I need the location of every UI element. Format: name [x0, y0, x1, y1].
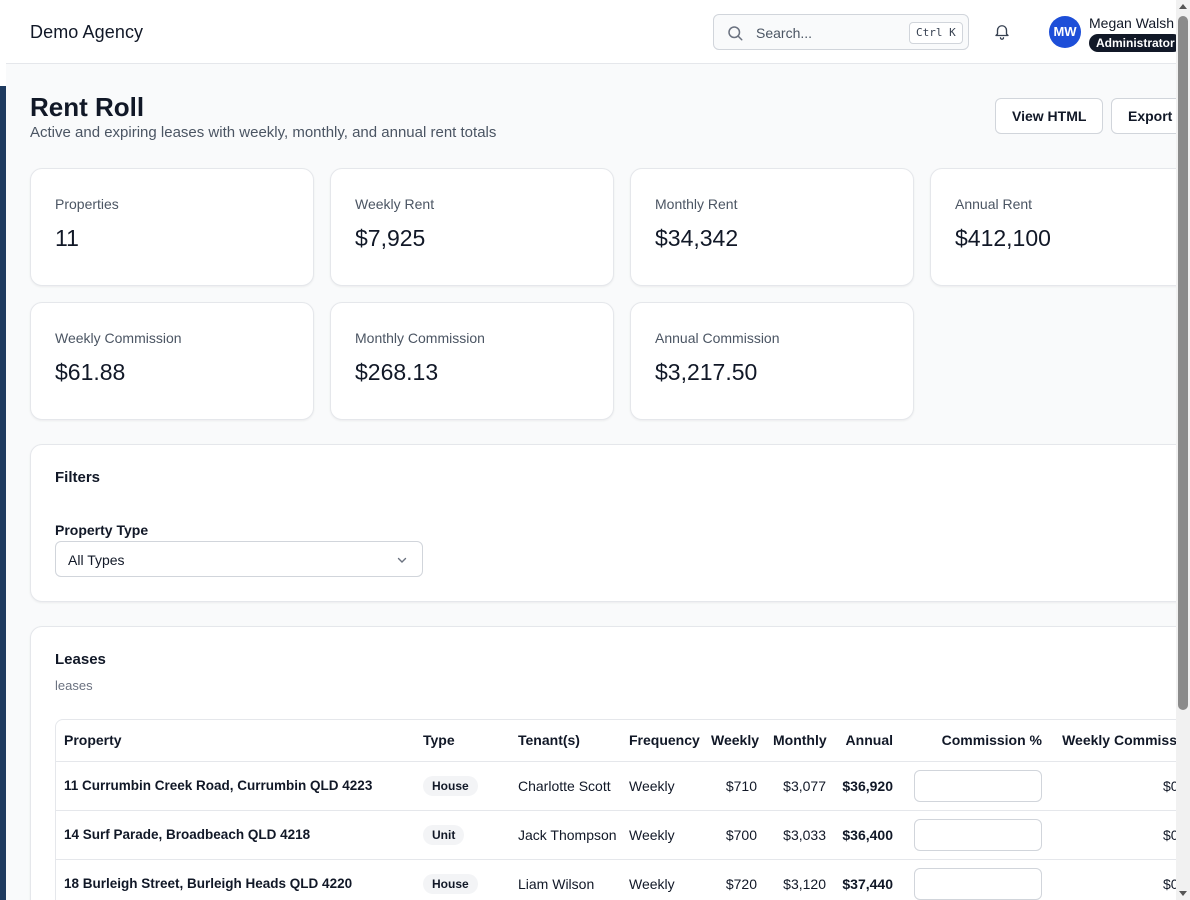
cell-frequency: Weekly	[621, 810, 703, 860]
cell-monthly: $3,077	[765, 761, 834, 811]
cell-monthly: $3,033	[765, 810, 834, 860]
cell-weekly: $710	[703, 761, 765, 811]
property-type-selected-value: All Types	[68, 552, 125, 568]
stat-value: 11	[55, 225, 79, 251]
chevron-down-icon	[397, 557, 407, 563]
cell-weekly-commission: $0.00	[1050, 761, 1176, 811]
scrollbar-thumb[interactable]	[1178, 16, 1188, 710]
stat-value: $61.88	[55, 359, 126, 385]
cell-tenant: Liam Wilson	[510, 859, 621, 900]
column-header-weekly-commission[interactable]: Weekly Commission	[1050, 720, 1176, 762]
column-header-tenants[interactable]: Tenant(s)	[510, 720, 621, 762]
cell-weekly-commission: $0.00	[1050, 810, 1176, 860]
cell-type: House	[415, 859, 510, 900]
stat-card-annual-commission: Annual Commission $3,217.50	[630, 302, 914, 420]
stat-label: Weekly Commission	[55, 330, 182, 346]
commission-pct-input[interactable]	[914, 818, 1042, 851]
cell-frequency: Weekly	[621, 859, 703, 900]
user-avatar[interactable]: MW	[1049, 16, 1081, 48]
view-html-button[interactable]: View HTML	[995, 98, 1103, 134]
user-name[interactable]: Megan Walsh	[1089, 15, 1175, 31]
cell-tenant: Jack Thompson	[510, 810, 621, 860]
main-content: Rent Roll Active and expiring leases wit…	[6, 64, 1176, 900]
cell-weekly: $720	[703, 859, 765, 900]
commission-pct-input[interactable]	[914, 867, 1042, 900]
cell-property: 18 Burleigh Street, Burleigh Heads QLD 4…	[56, 859, 415, 900]
cell-annual: $37,440	[834, 859, 901, 900]
stat-card-monthly-commission: Monthly Commission $268.13	[330, 302, 614, 420]
search-box[interactable]: Ctrl K	[713, 14, 969, 50]
cell-annual: $36,920	[834, 761, 901, 811]
search-input[interactable]	[756, 22, 906, 44]
notification-bell-icon[interactable]	[993, 22, 1011, 40]
column-header-monthly[interactable]: Monthly	[765, 720, 834, 762]
stat-label: Monthly Rent	[655, 196, 738, 212]
stat-value: $7,925	[355, 225, 426, 251]
cell-commission-pct	[901, 810, 1050, 860]
scroll-down-arrow-icon[interactable]	[1179, 891, 1187, 896]
stat-card-weekly-commission: Weekly Commission $61.88	[30, 302, 314, 420]
stat-label: Properties	[55, 196, 119, 212]
column-header-weekly[interactable]: Weekly	[703, 720, 765, 762]
user-role-badge: Administrator	[1089, 34, 1182, 52]
page-scrollbar[interactable]	[1176, 0, 1190, 900]
stat-value: $268.13	[355, 359, 439, 385]
cell-type: Unit	[415, 810, 510, 860]
stat-value: $34,342	[655, 225, 739, 251]
scroll-up-arrow-icon[interactable]	[1179, 4, 1187, 9]
property-type-label: Property Type	[55, 522, 149, 538]
table-row: 18 Burleigh Street, Burleigh Heads QLD 4…	[56, 859, 1176, 900]
type-badge: House	[423, 873, 478, 894]
top-header: Demo Agency Ctrl K MW Megan Walsh Admini…	[6, 0, 1182, 64]
cell-weekly: $700	[703, 810, 765, 860]
column-header-type[interactable]: Type	[415, 720, 510, 762]
page-title: Rent Roll	[30, 92, 145, 122]
cell-property: 14 Surf Parade, Broadbeach QLD 4218	[56, 810, 415, 860]
stat-card-monthly-rent: Monthly Rent $34,342	[630, 168, 914, 286]
leases-table-container: Property Type Tenant(s) Frequency Weekly…	[55, 719, 1176, 900]
column-header-annual[interactable]: Annual	[834, 720, 901, 762]
property-type-select[interactable]: All Types	[55, 541, 423, 577]
stat-card-weekly-rent: Weekly Rent $7,925	[330, 168, 614, 286]
search-icon	[728, 26, 743, 41]
leases-subtitle: leases	[55, 678, 93, 693]
stat-label: Monthly Commission	[355, 330, 485, 346]
table-row: 11 Currumbin Creek Road, Currumbin QLD 4…	[56, 761, 1176, 811]
type-badge: Unit	[423, 824, 465, 845]
leases-panel: Leases leases Property Type Tenant(s) Fr…	[30, 626, 1176, 900]
search-shortcut-hint: Ctrl K	[909, 22, 963, 44]
column-header-commission-pct[interactable]: Commission %	[901, 720, 1050, 762]
stat-label: Weekly Rent	[355, 196, 435, 212]
left-edge-strip	[0, 0, 6, 900]
cell-commission-pct	[901, 761, 1050, 811]
stat-value: $3,217.50	[655, 359, 758, 385]
page-subtitle: Active and expiring leases with weekly, …	[30, 124, 497, 141]
cell-annual: $36,400	[834, 810, 901, 860]
cell-type: House	[415, 761, 510, 811]
stat-value: $412,100	[955, 225, 1051, 251]
column-header-property[interactable]: Property	[56, 720, 415, 762]
export-csv-button[interactable]: Export CSV	[1111, 98, 1176, 134]
cell-frequency: Weekly	[621, 761, 703, 811]
cell-tenant: Charlotte Scott	[510, 761, 621, 811]
cell-property: 11 Currumbin Creek Road, Currumbin QLD 4…	[56, 761, 415, 811]
leases-table: Property Type Tenant(s) Frequency Weekly…	[56, 720, 1176, 900]
stat-card-annual-rent: Annual Rent $412,100	[930, 168, 1176, 286]
cell-weekly-commission: $0.00	[1050, 859, 1176, 900]
leases-title: Leases	[55, 651, 106, 668]
commission-pct-input[interactable]	[914, 769, 1042, 802]
type-badge: House	[423, 775, 478, 796]
stat-label: Annual Commission	[655, 330, 780, 346]
cell-monthly: $3,120	[765, 859, 834, 900]
stat-label: Annual Rent	[955, 196, 1033, 212]
table-row: 14 Surf Parade, Broadbeach QLD 4218 Unit…	[56, 810, 1176, 860]
stat-card-properties: Properties 11	[30, 168, 314, 286]
filters-title: Filters	[55, 469, 101, 486]
filters-panel: Filters Property Type All Types	[30, 444, 1176, 602]
column-header-frequency[interactable]: Frequency	[621, 720, 703, 762]
table-header-row: Property Type Tenant(s) Frequency Weekly…	[56, 720, 1176, 762]
cell-commission-pct	[901, 859, 1050, 900]
brand-name: Demo Agency	[30, 22, 144, 42]
